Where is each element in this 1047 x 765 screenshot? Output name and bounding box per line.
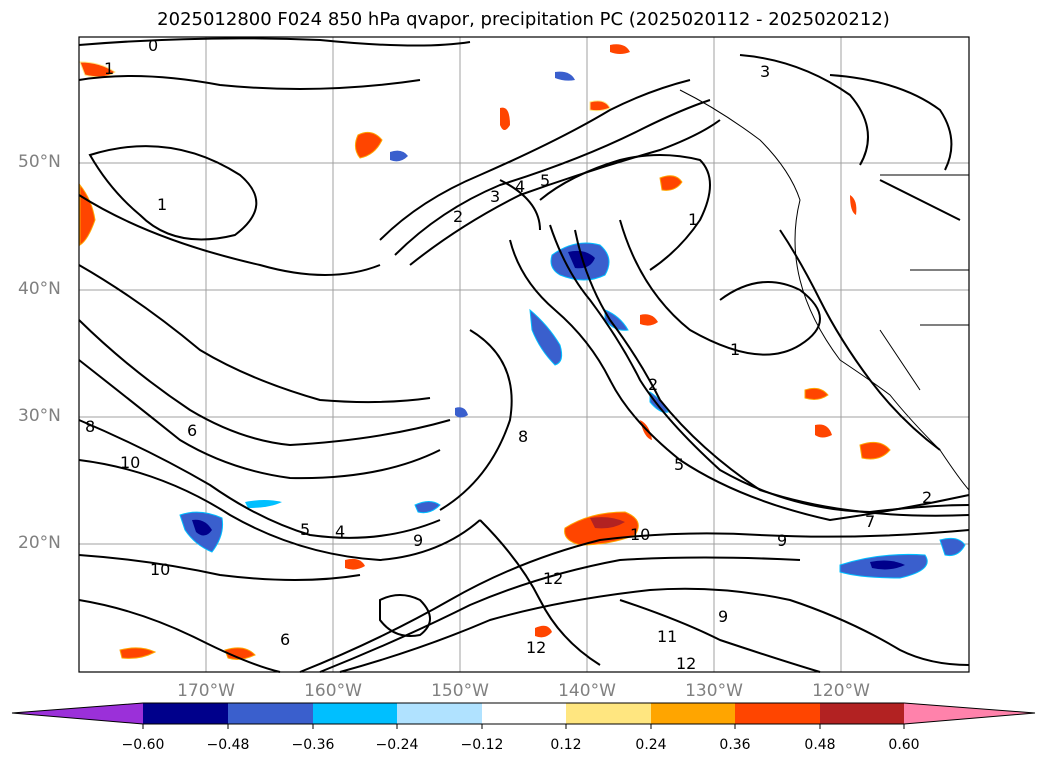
contour-label: 2 [453,207,463,226]
lon-label: 170°W [177,681,235,701]
colorbar-tick-label: 0.48 [804,737,836,753]
contour-label: 12 [676,654,696,673]
contour-label: 1 [688,210,698,229]
contour-label: 2 [922,488,932,507]
contour-label: 9 [413,531,423,550]
colorbar-tick-label: 0.24 [635,737,667,753]
colorbar-tick-label: 0.36 [719,737,751,753]
colorbar-segment [228,703,313,724]
lon-label: 140°W [558,681,616,701]
colorbar-extend-min [12,703,143,724]
lat-label: 30°N [18,406,61,426]
colorbar-tick-label: −0.12 [460,737,504,753]
contour-label: 12 [543,569,563,588]
colorbar-tick-label: −0.60 [121,737,165,753]
contour-labels: 0 1 1 1 1 2 2 2 3 3 4 4 5 5 5 6 6 7 8 8 … [85,36,932,673]
contour-label: 3 [760,62,770,81]
colorbar-extend-max [904,703,1035,724]
contour-label: 9 [777,531,787,550]
coastlines [679,89,970,491]
contour-label: 5 [540,171,550,190]
colorbar-segment [820,703,904,724]
contour-label: 4 [515,177,525,196]
colorbar-segment [735,703,820,724]
contour-label: 4 [335,522,345,541]
contour-label: 6 [187,421,197,440]
contour-label: 10 [120,453,140,472]
lat-label: 20°N [18,533,61,553]
contour-label: 5 [674,455,684,474]
contour-label: 9 [718,607,728,626]
colorbar-tick-label: 0.12 [550,737,582,753]
contour-label: 3 [490,187,500,206]
lon-label: 150°W [431,681,489,701]
colorbar-segment [143,703,228,724]
contour-label: 1 [730,340,740,359]
colorbar-segment [397,703,482,724]
contour-label: 12 [526,638,546,657]
colorbar-tick-label: 0.60 [888,737,920,753]
contour-label: 6 [280,630,290,649]
colorbar [11,702,1036,729]
lat-label: 40°N [18,279,61,299]
map-title: 2025012800 F024 850 hPa qvapor, precipit… [157,9,890,30]
lon-label: 130°W [685,681,743,701]
contour-label: 10 [630,525,650,544]
colorbar-segment [482,703,566,724]
colorbar-tick-label: −0.36 [291,737,335,753]
contour-label: 1 [104,59,114,78]
colorbar-tick-label: −0.48 [206,737,250,753]
lon-label: 160°W [304,681,362,701]
colorbar-segment [651,703,735,724]
contour-label: 10 [150,560,170,579]
contour-label: 8 [518,427,528,446]
colorbar-segment [313,703,397,724]
colorbar-tick-label: −0.24 [375,737,419,753]
colorbar-segment [566,703,651,724]
contour-label: 0 [148,36,158,55]
contour-label: 5 [300,520,310,539]
contour-label: 2 [648,375,658,394]
lon-label: 120°W [812,681,870,701]
lat-label: 50°N [18,152,61,172]
contour-label: 11 [657,627,677,646]
contour-label: 8 [85,417,95,436]
plot-area [79,37,969,672]
contour-label: 7 [865,512,875,531]
plot-frame [78,36,970,673]
humidity-contours [78,37,970,673]
contour-label: 1 [157,195,167,214]
